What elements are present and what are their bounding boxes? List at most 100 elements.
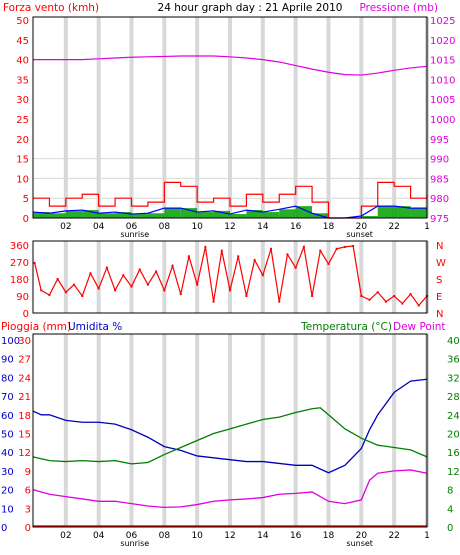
wind-gust-area: [164, 208, 181, 218]
wind-direction-point: [261, 274, 264, 277]
humidity-tick-label: 60: [1, 411, 14, 422]
pressure-tick-label: 1020: [430, 36, 455, 47]
wind-direction-point: [89, 272, 92, 275]
wind-hour-label: 10: [191, 222, 203, 232]
temperature-tick-label: 0: [447, 523, 453, 534]
rain-axis-label: Pioggia (mm): [1, 321, 71, 333]
wind-direction-point: [229, 289, 231, 292]
wind-gust-area: [295, 206, 313, 218]
wind-direction-point: [253, 259, 256, 262]
wind-direction-point: [146, 283, 149, 286]
climate-hour-label: 14: [257, 531, 269, 541]
wind-tick-label: 35: [16, 75, 29, 86]
wind-gust-area: [262, 212, 280, 218]
wind-gust-area: [377, 206, 395, 218]
direction-tick-label: 0: [23, 309, 29, 320]
wind-tick-label: 15: [16, 155, 29, 166]
compass-tick-label: W: [436, 258, 446, 269]
dewpoint-line: [32, 469, 428, 509]
wind-tick-label: 5: [23, 194, 29, 205]
wind-pressure-panel: 0510152025303540455097598098599099510001…: [16, 16, 455, 239]
wind-hour-label: 16: [290, 222, 302, 232]
wind-direction-point: [286, 253, 289, 256]
humidity-tick-label: 90: [1, 355, 14, 366]
wind-direction-point: [204, 245, 207, 248]
wind-gust-area: [361, 216, 378, 218]
wind-gust-area: [49, 213, 66, 218]
climate-hour-label: 08: [159, 531, 171, 541]
climate-hour-label: 10: [191, 531, 203, 541]
wind-hour-label: 1: [424, 222, 430, 232]
climate-hour-label: 12: [224, 531, 235, 541]
wind-direction-point: [409, 293, 412, 296]
rain-tick-label: 30: [18, 336, 31, 347]
pressure-tick-label: 990: [430, 155, 449, 166]
wind-direction-point: [122, 274, 125, 277]
wind-hour-label: 02: [60, 222, 71, 232]
rain-tick-label: 9: [25, 467, 31, 478]
wind-gust-area: [180, 208, 198, 218]
humidity-tick-label: 70: [1, 392, 14, 403]
humidity-tick-label: 20: [1, 486, 14, 497]
compass-tick-label: N: [436, 309, 443, 320]
wind-gust-area: [410, 208, 427, 218]
wind-gust-area: [213, 210, 230, 218]
pressure-tick-label: 985: [430, 174, 449, 185]
wind-direction-point: [220, 249, 223, 252]
wind-direction-point: [237, 255, 240, 258]
pressure-tick-label: 1025: [430, 16, 455, 27]
direction-tick-label: 180: [10, 275, 29, 286]
climate-sunset-label: sunset: [346, 539, 373, 548]
rain-tick-label: 21: [18, 392, 31, 403]
pressure-tick-label: 1000: [430, 115, 455, 126]
wind-hour-label: 20: [356, 222, 368, 232]
humidity-temperature-panel: 0102030405060708090100036912151821242730…: [1, 333, 460, 548]
wind-gust-area: [33, 212, 50, 218]
pressure-tick-label: 1005: [430, 95, 455, 106]
wind-gust-area: [147, 213, 165, 218]
wind-direction-point: [40, 289, 43, 292]
temperature-tick-label: 12: [447, 467, 460, 478]
wind-direction-point: [352, 244, 355, 247]
wind-direction-point: [130, 285, 133, 288]
compass-tick-label: S: [436, 275, 442, 286]
wind-direction-point: [302, 245, 305, 248]
wind-direction-point: [319, 249, 322, 252]
climate-sunrise-label: sunrise: [120, 539, 149, 548]
direction-tick-label: 270: [10, 258, 29, 269]
wind-direction-point: [48, 294, 51, 297]
climate-hour-label: 02: [60, 531, 71, 541]
rain-tick-label: 24: [18, 373, 31, 384]
wind-direction-point: [105, 266, 108, 269]
wind-direction-point: [196, 283, 199, 286]
wind-hour-label: 18: [323, 222, 335, 232]
wind-tick-label: 25: [16, 115, 29, 126]
wind-direction-point: [138, 268, 141, 271]
wind-axis-label: Forza vento (kmh): [3, 2, 99, 14]
humidity-tick-label: 30: [1, 467, 14, 478]
pressure-axis-label: Pressione (mb): [359, 2, 438, 14]
wind-gust-area: [230, 214, 247, 218]
temperature-line: [32, 407, 428, 465]
direction-frame: [32, 240, 428, 314]
humidity-axis-label: Umidita %: [68, 321, 122, 333]
wind-direction-point: [360, 295, 363, 297]
wind-gust-area: [115, 212, 132, 218]
rain-tick-label: 27: [18, 355, 31, 366]
wind-direction-point: [56, 278, 59, 280]
direction-tick-label: 90: [16, 292, 29, 303]
wind-tick-label: 45: [16, 36, 29, 47]
rain-tick-label: 12: [18, 448, 31, 459]
pressure-tick-label: 975: [430, 214, 449, 225]
rain-tick-label: 6: [25, 486, 31, 497]
climate-hour-label: 04: [93, 531, 105, 541]
pressure-line: [33, 55, 428, 76]
wind-tick-label: 30: [16, 95, 29, 106]
wind-average-line: [32, 205, 427, 219]
wind-sunset-label: sunset: [346, 230, 373, 239]
pressure-tick-label: 995: [430, 135, 449, 146]
wind-direction-point: [33, 261, 36, 264]
wind-sunrise-label: sunrise: [120, 230, 149, 239]
direction-tick-label: 360: [10, 241, 29, 252]
temperature-tick-label: 32: [447, 373, 460, 384]
